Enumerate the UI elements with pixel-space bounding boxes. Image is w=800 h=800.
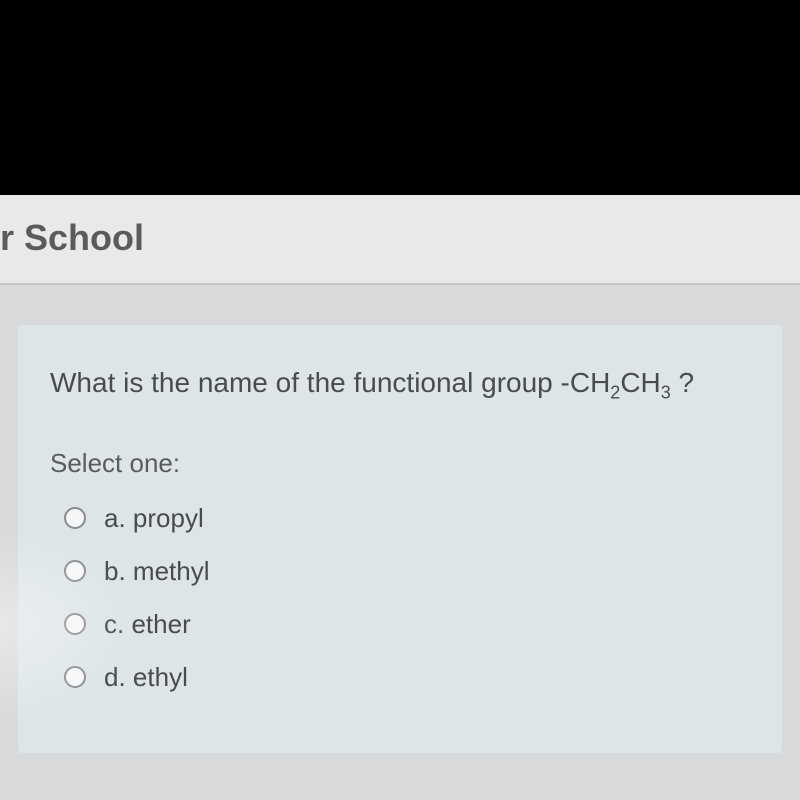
header-title: r School	[0, 217, 800, 259]
radio-b[interactable]	[64, 560, 86, 582]
option-b[interactable]: b. methyl	[64, 556, 750, 587]
content-area: r School What is the name of the functio…	[0, 195, 800, 800]
option-c-text: ether	[131, 609, 190, 639]
option-d-text: ethyl	[133, 662, 188, 692]
option-b-text: methyl	[133, 556, 210, 586]
option-b-label[interactable]: b. methyl	[104, 556, 210, 587]
option-b-letter: b.	[104, 556, 126, 586]
option-c[interactable]: c. ether	[64, 609, 750, 640]
question-prefix: What is the name of the functional group…	[50, 367, 610, 398]
question-text: What is the name of the functional group…	[50, 363, 750, 406]
question-card: What is the name of the functional group…	[18, 325, 782, 753]
formula-mid: CH	[620, 367, 660, 398]
formula-sub-2: 3	[661, 383, 671, 403]
question-suffix: ?	[671, 367, 694, 398]
formula-sub-1: 2	[610, 383, 620, 403]
option-d-letter: d.	[104, 662, 126, 692]
options-list: a. propyl b. methyl c. ether	[50, 503, 750, 693]
option-a-letter: a.	[104, 503, 126, 533]
option-a-label[interactable]: a. propyl	[104, 503, 204, 534]
radio-a[interactable]	[64, 507, 86, 529]
radio-c[interactable]	[64, 613, 86, 635]
option-c-label[interactable]: c. ether	[104, 609, 191, 640]
page-header: r School	[0, 195, 800, 285]
option-a[interactable]: a. propyl	[64, 503, 750, 534]
radio-d[interactable]	[64, 666, 86, 688]
top-black-bar	[0, 0, 800, 195]
option-a-text: propyl	[133, 503, 204, 533]
select-prompt: Select one:	[50, 448, 750, 479]
option-d[interactable]: d. ethyl	[64, 662, 750, 693]
option-c-letter: c.	[104, 609, 124, 639]
option-d-label[interactable]: d. ethyl	[104, 662, 188, 693]
